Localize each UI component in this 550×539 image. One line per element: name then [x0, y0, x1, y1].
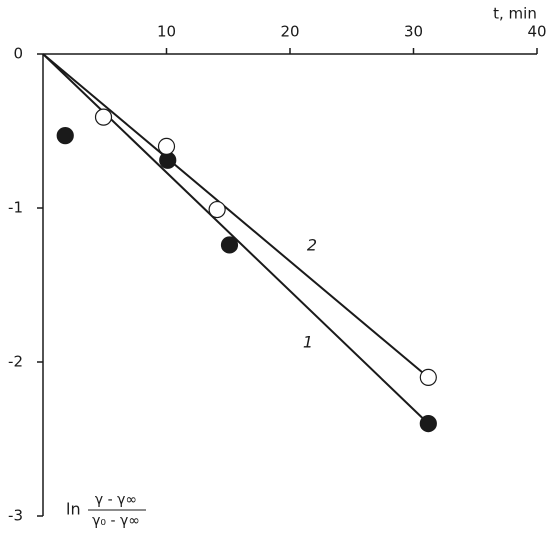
data-point	[157, 137, 176, 155]
fit-line	[42, 53, 429, 379]
x-tick-label: 30	[404, 23, 423, 41]
data-point	[419, 368, 437, 386]
y-tick-label: -3	[8, 507, 23, 525]
y-tick-label: -2	[8, 353, 23, 371]
line-label: 1	[303, 333, 313, 352]
x-tick-label: 20	[280, 23, 299, 41]
x-tick-label: 40	[527, 23, 546, 41]
data-point	[220, 236, 239, 254]
data-point	[208, 200, 226, 219]
line-label: 2	[307, 236, 317, 255]
data-point	[56, 127, 74, 145]
data-point	[94, 108, 113, 126]
y-label-numerator: γ - γ∞	[95, 492, 137, 508]
y-label-denominator: γ₀ - γ∞	[92, 513, 140, 529]
data-point	[419, 415, 437, 433]
y-tick-label: 0	[13, 45, 23, 63]
y-label-prefix: ln	[66, 500, 81, 519]
y-tick-label: -1	[8, 199, 23, 217]
x-axis-label: t, min	[493, 5, 537, 23]
x-tick-label: 10	[157, 23, 176, 41]
